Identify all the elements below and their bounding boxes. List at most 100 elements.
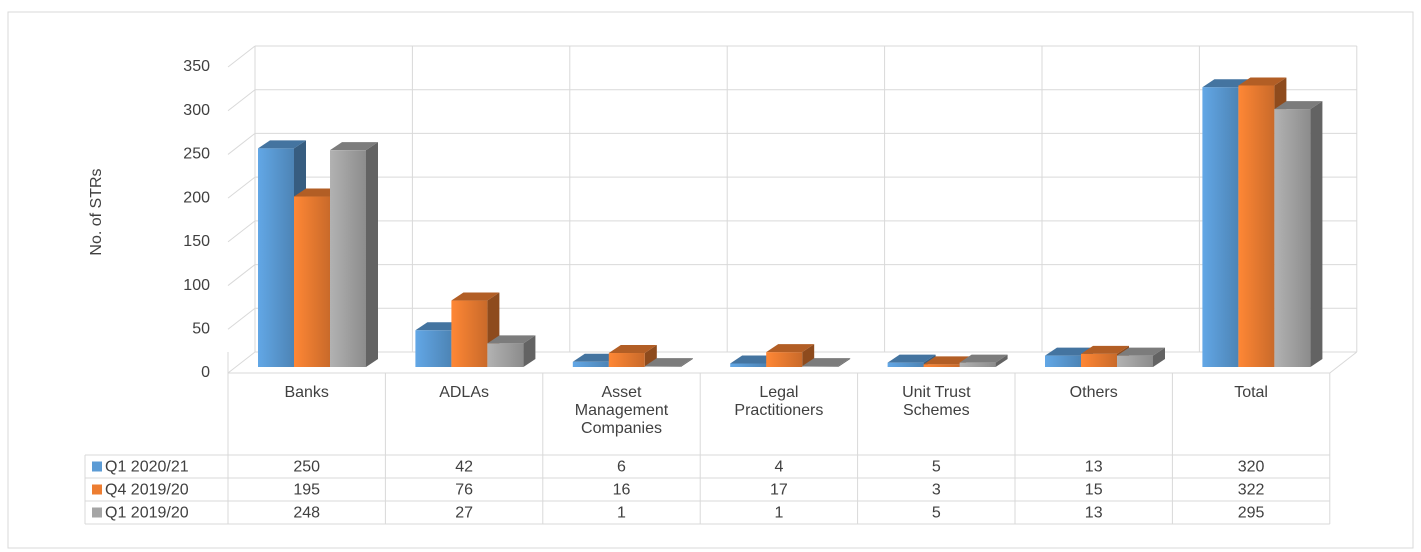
- x-tick-label: Total: [1234, 384, 1268, 401]
- y-axis-title: No. of STRs: [88, 168, 105, 255]
- bar: [294, 196, 330, 367]
- bar-top: [487, 335, 536, 344]
- table-value: 248: [293, 505, 320, 522]
- table-value: 3: [932, 482, 941, 499]
- table-value: 1: [617, 505, 626, 522]
- bar-top: [258, 140, 306, 149]
- table-value: 17: [770, 482, 788, 499]
- legend-swatch: [92, 484, 102, 495]
- legend-swatch: [92, 507, 102, 518]
- x-tick-label: Unit Trust Schemes: [902, 384, 971, 419]
- grid-line-side: [227, 220, 256, 243]
- table-value: 42: [455, 459, 473, 476]
- bar: [608, 353, 645, 367]
- bar: [330, 150, 366, 367]
- bar-side: [523, 335, 536, 367]
- table-value: 5: [932, 505, 941, 522]
- bar: [1045, 355, 1081, 367]
- bar-side: [1310, 101, 1323, 367]
- table-value: 4: [774, 459, 783, 476]
- table-value: 16: [613, 482, 631, 499]
- bar-top: [802, 358, 851, 367]
- legend-swatch: [92, 461, 102, 472]
- grid-line-side: [227, 176, 256, 199]
- bar: [572, 361, 609, 367]
- table-value: 250: [293, 459, 320, 476]
- bar-side: [995, 354, 1008, 367]
- bar-side: [1153, 347, 1165, 367]
- bar: [451, 300, 488, 367]
- bar: [923, 364, 960, 367]
- grid-line-side: [227, 133, 256, 155]
- bar-top: [1117, 347, 1165, 356]
- table-value: 195: [293, 482, 320, 499]
- bar-top: [451, 292, 500, 301]
- bar: [1238, 85, 1275, 367]
- grid-line-side: [227, 264, 256, 286]
- y-tick-label: 100: [183, 277, 210, 294]
- bar-top: [1081, 345, 1129, 354]
- x-tick-label: Banks: [284, 384, 329, 401]
- bar-side: [838, 358, 851, 367]
- y-tick-label: 200: [183, 189, 210, 206]
- bar: [415, 330, 452, 367]
- bar: [802, 366, 839, 367]
- x-tick-label: Asset Management Companies: [574, 384, 669, 437]
- y-tick-label: 150: [183, 233, 210, 250]
- chart-border: [7, 11, 1414, 549]
- bar: [887, 362, 924, 367]
- table-value: 322: [1238, 482, 1265, 499]
- bar-top: [644, 358, 693, 367]
- x-tick-label: Others: [1069, 384, 1118, 401]
- legend-label: Q1 2020/21: [105, 459, 189, 476]
- table-value: 15: [1085, 482, 1103, 499]
- table-value: 6: [617, 459, 626, 476]
- table-value: 76: [455, 482, 473, 499]
- bar-side: [680, 358, 693, 367]
- grid-line-side: [227, 89, 256, 112]
- bar-side: [802, 344, 815, 367]
- grid-line-side: [227, 307, 256, 330]
- legend-label: Q1 2019/20: [105, 505, 189, 522]
- bar: [1081, 353, 1117, 367]
- bar: [959, 362, 996, 367]
- bar-top: [1045, 347, 1093, 356]
- x-tick-label: Legal Practitioners: [734, 384, 824, 419]
- bar-top: [887, 354, 936, 363]
- bar-top: [1274, 101, 1323, 110]
- y-tick-label: 300: [183, 102, 210, 119]
- bar-top: [1238, 77, 1287, 86]
- legend-label: Q4 2019/20: [105, 482, 189, 499]
- table-value: 27: [455, 505, 473, 522]
- bar-side: [644, 345, 657, 367]
- bar-top: [608, 345, 657, 354]
- y-tick-label: 50: [192, 321, 210, 338]
- bar-side: [366, 142, 378, 367]
- bar-top: [330, 142, 378, 151]
- table-value: 320: [1238, 459, 1265, 476]
- bar: [258, 148, 294, 367]
- grid-line-side: [227, 351, 256, 374]
- bar: [1274, 109, 1311, 367]
- table-value: 13: [1085, 459, 1103, 476]
- grid-line-side: [227, 45, 256, 68]
- table-value: 13: [1085, 505, 1103, 522]
- bar-top: [923, 356, 972, 365]
- y-tick-label: 0: [201, 364, 210, 381]
- bar-top: [766, 344, 815, 353]
- table-value: 5: [932, 459, 941, 476]
- bar-top: [1202, 79, 1251, 88]
- bar: [1202, 87, 1239, 367]
- floor-right: [1329, 351, 1358, 374]
- y-tick-label: 350: [183, 58, 210, 75]
- bar: [487, 343, 524, 367]
- bar: [1117, 355, 1153, 367]
- x-tick-label: ADLAs: [439, 384, 489, 401]
- bar: [730, 363, 767, 367]
- y-tick-label: 250: [183, 146, 210, 163]
- bar: [766, 352, 803, 367]
- table-value: 1: [774, 505, 783, 522]
- bar: [644, 366, 681, 367]
